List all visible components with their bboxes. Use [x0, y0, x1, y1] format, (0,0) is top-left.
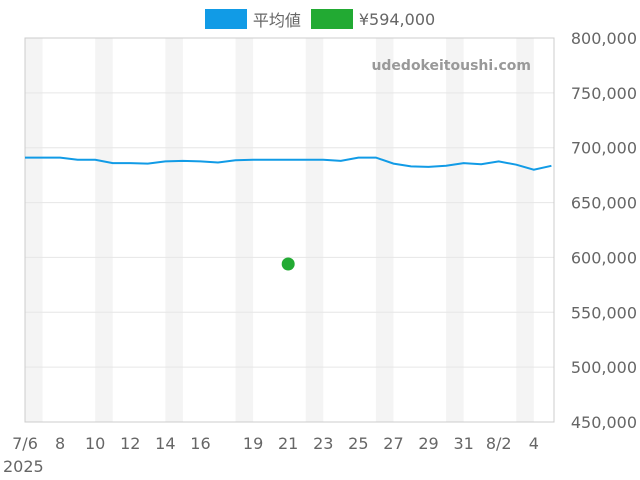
- alternating-bands: [25, 38, 534, 422]
- legend-label-average: 平均値: [252, 11, 301, 30]
- x-tick-label: 8/2: [486, 434, 512, 453]
- x-tick-label: 7/6: [12, 434, 38, 453]
- y-tick-label: 800,000: [571, 29, 637, 48]
- background-band: [305, 38, 324, 422]
- x-tick-label: 4: [529, 434, 539, 453]
- x-tick-label: 16: [190, 434, 210, 453]
- y-tick-label: 750,000: [571, 84, 637, 103]
- background-band: [235, 38, 254, 422]
- x-tick-label: 14: [155, 434, 175, 453]
- background-band: [516, 38, 534, 422]
- x-tick-label: 21: [278, 434, 298, 453]
- legend: 平均値 ¥594,000: [0, 7, 640, 31]
- legend-item-average[interactable]: 平均値: [204, 7, 301, 31]
- y-tick-label: 450,000: [571, 413, 637, 432]
- price-point[interactable]: [281, 257, 295, 271]
- legend-swatch-average: [204, 9, 247, 29]
- background-band: [375, 38, 394, 422]
- background-band: [95, 38, 113, 422]
- background-band: [25, 38, 43, 422]
- series-line-average[interactable]: [25, 156, 552, 171]
- x-tick-label: 31: [453, 434, 473, 453]
- legend-item-price[interactable]: ¥594,000: [310, 9, 436, 29]
- x-tick-label: 23: [313, 434, 333, 453]
- plot-frame: [24, 37, 555, 423]
- x-tick-label: 10: [85, 434, 105, 453]
- x-tick-label: 12: [120, 434, 140, 453]
- x-axis-year-label: 2025: [3, 457, 44, 476]
- y-axis-tick-labels: 450,000 500,000 550,000 600,000 650,000 700,0…: [571, 29, 637, 432]
- background-band: [446, 38, 464, 422]
- x-tick-label: 25: [348, 434, 368, 453]
- x-tick-label: 27: [383, 434, 403, 453]
- x-tick-label: 8: [55, 434, 65, 453]
- y-tick-label: 550,000: [571, 303, 637, 322]
- x-tick-label: 29: [418, 434, 438, 453]
- x-axis-tick-labels: 7/6 8 10 12 14 16 19 21 23 25 27 29 31 8/2 4: [12, 434, 539, 453]
- legend-label-price: ¥594,000: [358, 9, 436, 29]
- legend-swatch-price: [310, 9, 353, 29]
- y-tick-label: 700,000: [571, 139, 637, 158]
- background-band: [165, 38, 183, 422]
- watermark: udedokeitoushi.com: [371, 58, 531, 74]
- y-tick-label: 650,000: [571, 194, 637, 213]
- series-layer: [25, 156, 552, 271]
- x-tick-label: 19: [243, 434, 263, 453]
- y-tick-label: 600,000: [571, 248, 637, 267]
- y-tick-label: 500,000: [571, 358, 637, 377]
